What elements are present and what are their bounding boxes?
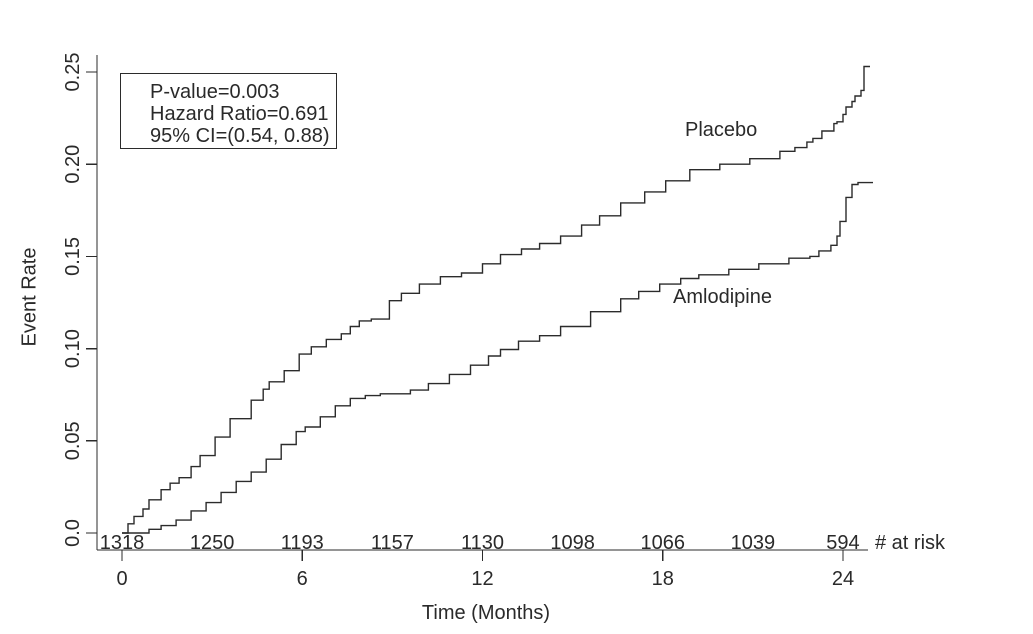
x-tick-label: 12: [471, 568, 493, 590]
y-tick-label: 0.15: [62, 237, 84, 276]
at-risk-count: 1130: [461, 532, 504, 554]
hazard-ratio-text: Hazard Ratio=0.691: [150, 103, 329, 125]
x-tick-label: 0: [116, 568, 127, 590]
p-value-text: P-value=0.003: [150, 81, 280, 103]
at-risk-count: 1193: [281, 532, 324, 554]
at-risk-count: 1098: [550, 532, 595, 554]
y-tick-label: 0.20: [62, 145, 84, 184]
x-tick-label: 18: [652, 568, 674, 590]
at-risk-label: # at risk: [875, 532, 946, 554]
at-risk-count: 1250: [190, 532, 235, 554]
y-tick-label: 0.05: [62, 421, 84, 460]
amlodipine-curve-label: Amlodipine: [673, 286, 772, 308]
amlodipine-curve: [122, 181, 873, 534]
at-risk-count: 594: [826, 532, 859, 554]
stats-annotation-box: P-value=0.003 Hazard Ratio=0.691 95% CI=…: [120, 73, 337, 149]
y-axis-title: Event Rate: [18, 247, 41, 347]
x-axis-title: Time (Months): [421, 602, 551, 624]
y-tick-label: 0.0: [62, 519, 84, 547]
at-risk-count: 1318: [100, 532, 145, 554]
y-tick-label: 0.25: [62, 53, 84, 92]
placebo-curve: [122, 65, 870, 534]
at-risk-count: 1157: [371, 532, 414, 554]
at-risk-count: 1066: [640, 532, 685, 554]
y-tick-label: 0.10: [62, 329, 84, 368]
confidence-interval-text: 95% CI=(0.54, 0.88): [150, 125, 330, 147]
placebo-curve-label: Placebo: [685, 119, 758, 141]
at-risk-count: 1039: [731, 532, 776, 554]
x-tick-label: 24: [832, 568, 854, 590]
x-tick-label: 6: [297, 568, 308, 590]
